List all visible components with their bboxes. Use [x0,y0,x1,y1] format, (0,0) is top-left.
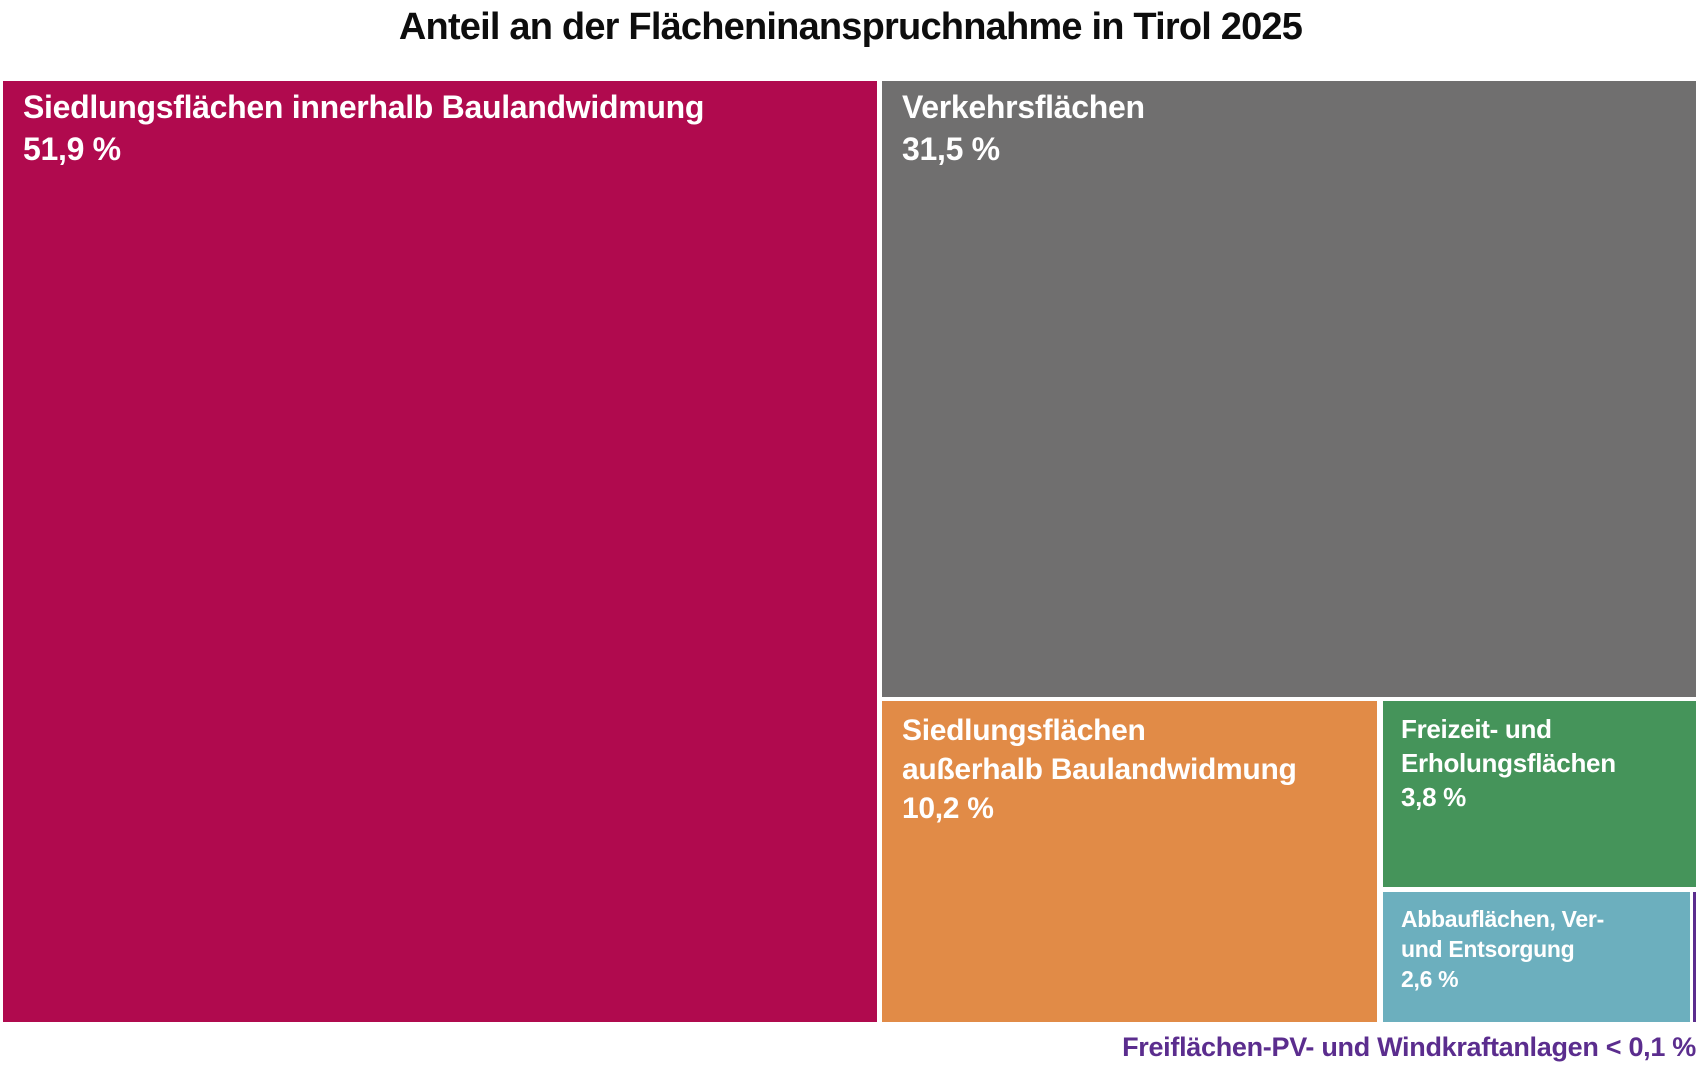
cell-value: 31,5 % [902,130,1000,167]
chart-title: Anteil an der Flächeninanspruchnahme in … [398,6,1303,48]
cell-label: Siedlungsflächen innerhalb Baulandwidmun… [3,81,877,176]
cell-title-line: Siedlungsflächen [902,714,1146,747]
treemap-cell-siedlungsflaechen-innerhalb: Siedlungsflächen innerhalb Baulandwidmun… [3,81,877,1022]
cell-value: 2,6 % [1401,965,1459,992]
cell-title-line: und Entsorgung [1401,935,1575,962]
cell-title-line: Verkehrsflächen [902,89,1145,125]
treemap-caption-freiflaechen-pv-wind: Freiflächen-PV- und Windkraftanlagen < 0… [1122,1032,1696,1062]
cell-value: 10,2 % [902,792,994,825]
cell-title-line: Siedlungsflächen innerhalb Baulandwidmun… [23,89,705,125]
treemap-cell-freizeit-erholung: Freizeit- und Erholungsflächen 3,8 % [1383,701,1696,887]
cell-label: Verkehrsflächen 31,5 % [882,81,1696,176]
cell-title-line: außerhalb Baulandwidmung [902,753,1297,786]
treemap-cell-siedlungsflaechen-ausserhalb: Siedlungsflächen außerhalb Baulandwidmun… [882,701,1377,1022]
cell-value: 3,8 % [1401,781,1466,812]
cell-label: Abbauflächen, Ver- und Entsorgung 2,6 % [1383,892,1690,1008]
treemap-cell-abbau-ver-entsorgung: Abbauflächen, Ver- und Entsorgung 2,6 % [1383,892,1690,1022]
treemap-cell-freiflaechen-pv-wind-sliver [1693,892,1696,1022]
cell-title-line: Erholungsflächen [1401,747,1616,778]
cell-value: 51,9 % [23,130,121,167]
cell-label: Siedlungsflächen außerhalb Baulandwidmun… [882,701,1377,834]
cell-title-line: Freizeit- und [1401,714,1552,744]
cell-title-line: Abbauflächen, Ver- [1401,906,1604,932]
treemap-cell-verkehrsflaechen: Verkehrsflächen 31,5 % [882,81,1696,697]
cell-label: Freizeit- und Erholungsflächen 3,8 % [1383,701,1696,826]
